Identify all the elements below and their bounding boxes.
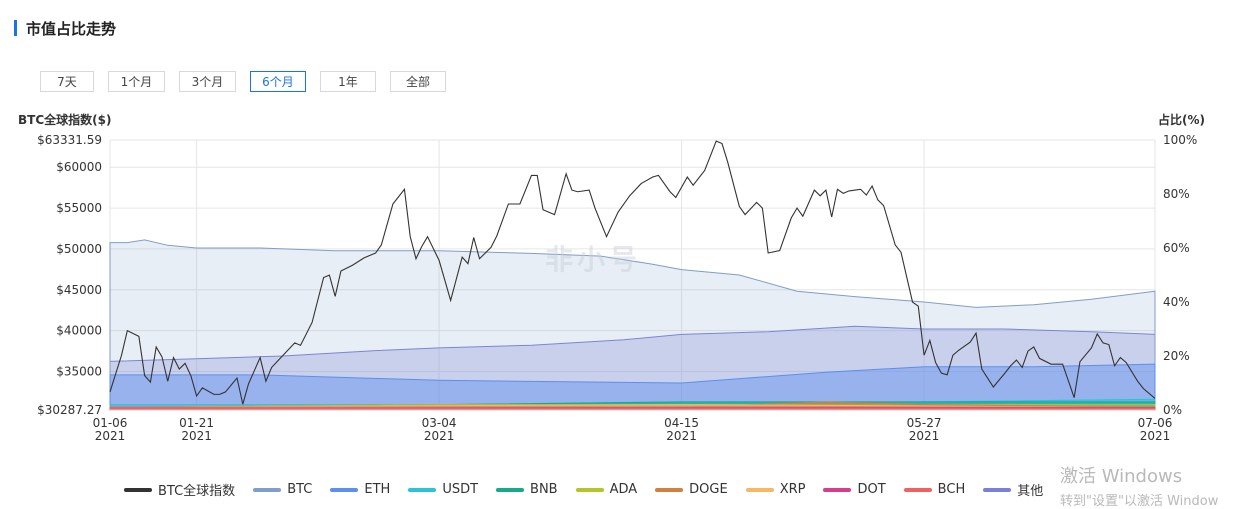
right-tick-label: 60% — [1163, 241, 1190, 255]
right-tick-label: 100% — [1163, 133, 1197, 147]
legend-swatch — [745, 487, 774, 492]
legend-item[interactable]: USDT — [408, 482, 478, 497]
share-area-ETH — [109, 363, 1156, 411]
legend-swatch — [823, 487, 852, 492]
legend-swatch — [983, 487, 1012, 492]
brand-watermark: 非小号 — [545, 243, 642, 276]
range-tab-1y[interactable]: 1年 — [320, 71, 376, 92]
right-tick-label: 20% — [1163, 349, 1190, 363]
x-tick-label: 01-21 — [179, 416, 214, 430]
left-tick-label: $63331.59 — [37, 133, 102, 147]
watermark-line-2: 转到"设置"以激活 Window — [1060, 494, 1219, 509]
x-tick-label: 05-27 — [907, 416, 942, 430]
x-tick-year-label: 2021 — [424, 429, 455, 443]
left-tick-label: $40000 — [56, 324, 102, 338]
right-tick-label: 40% — [1163, 295, 1190, 309]
x-tick-year-label: 2021 — [1140, 429, 1171, 443]
legend-item[interactable]: BTC — [253, 482, 312, 497]
chart-legend: BTC全球指数 BTC ETH USDT BNB ADA DOGE XRP DOT BCH 其他 — [124, 480, 1061, 499]
legend-label: USDT — [442, 482, 479, 497]
legend-label: BCH — [937, 482, 966, 497]
left-axis-title: BTC全球指数($) — [18, 112, 111, 127]
watermark-line-1: 激活 Windows — [1060, 466, 1183, 487]
share-area-其他 — [109, 325, 1156, 411]
legend-label: ADA — [609, 482, 638, 497]
left-tick-label: $35000 — [56, 364, 102, 378]
range-tab-3m[interactable]: 3个月 — [179, 71, 236, 92]
time-range-tabs: 7天 1个月 3个月 6个月 1年 全部 — [40, 71, 460, 92]
page-title: 市值占比走势 — [26, 19, 117, 38]
x-tick-label: 01-06 — [93, 416, 128, 430]
section-header: 市值占比走势 — [14, 18, 116, 38]
x-tick-year-label: 2021 — [95, 429, 126, 443]
legend-item[interactable]: DOT — [823, 482, 886, 497]
legend-item[interactable]: XRP — [745, 482, 806, 497]
left-tick-label: $55000 — [56, 201, 102, 215]
legend-item[interactable]: 其他 — [983, 480, 1043, 499]
legend-swatch — [408, 487, 437, 492]
legend-item[interactable]: ADA — [575, 482, 638, 497]
x-tick-label: 07-06 — [1138, 416, 1173, 430]
range-tab-1m[interactable]: 1个月 — [108, 71, 165, 92]
legend-label: ETH — [364, 482, 391, 497]
legend-label: 其他 — [1017, 484, 1044, 499]
right-axis-title: 占比(%) — [1158, 112, 1205, 127]
right-tick-label: 0% — [1163, 403, 1182, 417]
left-tick-label: $45000 — [56, 283, 102, 297]
legend-swatch — [655, 487, 684, 492]
range-tab-7d[interactable]: 7天 — [40, 71, 94, 92]
legend-item[interactable]: BTC全球指数 — [124, 480, 235, 499]
legend-label: DOGE — [689, 482, 728, 497]
legend-item[interactable]: BNB — [496, 482, 558, 497]
legend-swatch — [903, 487, 932, 492]
x-tick-year-label: 2021 — [666, 429, 697, 443]
legend-label: DOT — [857, 482, 886, 497]
left-tick-label: $50000 — [56, 242, 102, 256]
x-tick-label: 03-04 — [422, 416, 457, 430]
left-tick-label: $60000 — [56, 160, 102, 174]
windows-activation-watermark: 激活 Windows 转到"设置"以激活 Window — [1060, 462, 1218, 509]
legend-item[interactable]: DOGE — [655, 482, 728, 497]
legend-label: BTC — [287, 482, 313, 497]
legend-item[interactable]: ETH — [330, 482, 390, 497]
legend-label: BNB — [530, 482, 558, 497]
legend-label: BTC全球指数 — [158, 484, 236, 499]
legend-item[interactable]: BCH — [903, 482, 966, 497]
legend-swatch — [330, 487, 359, 492]
legend-swatch — [124, 487, 152, 492]
x-tick-label: 04-15 — [664, 416, 699, 430]
legend-swatch — [496, 487, 525, 492]
x-tick-year-label: 2021 — [909, 429, 940, 443]
btc-index-line — [109, 140, 1156, 405]
title-accent-bar — [14, 20, 17, 36]
left-tick-label: $30287.27 — [37, 403, 102, 417]
range-tab-6m[interactable]: 6个月 — [250, 71, 306, 92]
legend-swatch — [575, 487, 604, 492]
legend-swatch — [253, 487, 282, 492]
x-tick-year-label: 2021 — [181, 429, 212, 443]
range-tab-all[interactable]: 全部 — [390, 71, 446, 92]
share-area-BTC — [109, 239, 1156, 411]
legend-label: XRP — [779, 482, 806, 497]
right-tick-label: 80% — [1163, 187, 1190, 201]
